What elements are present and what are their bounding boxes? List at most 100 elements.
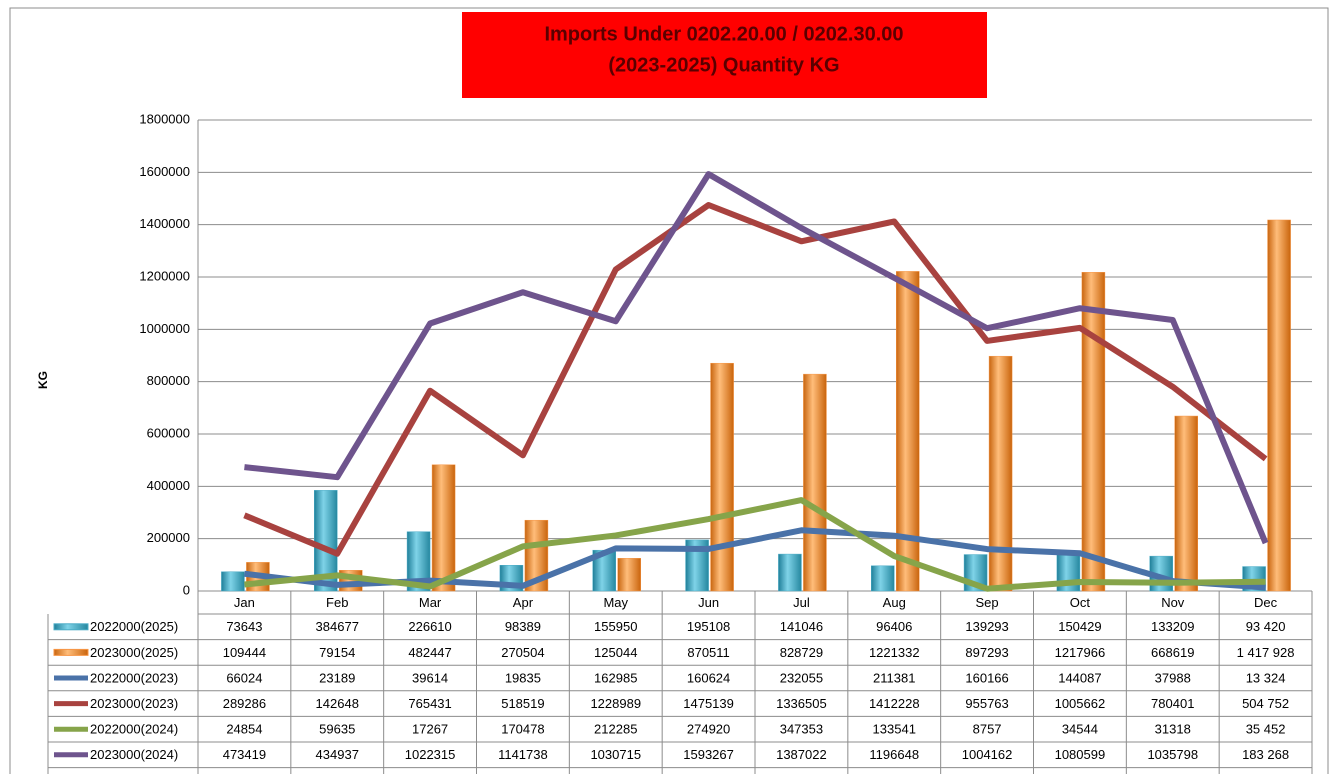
table-cell: 1221332	[869, 645, 920, 660]
table-cell: 162985	[594, 670, 637, 685]
y-tick-label: 800000	[147, 373, 190, 388]
table-cell: 37988	[1155, 670, 1191, 685]
table-cell: 8757	[973, 722, 1002, 737]
table-cell: 211381	[873, 670, 915, 685]
table-cell: 139293	[965, 619, 1008, 634]
table-cell: 1412228	[869, 696, 920, 711]
table-cell: 24854	[226, 722, 262, 737]
table-cell: 23189	[319, 670, 355, 685]
bar	[988, 355, 1013, 592]
table-cell: 31318	[1155, 722, 1191, 737]
x-tick-label: Sep	[976, 595, 999, 610]
x-tick-label: Jun	[698, 595, 719, 610]
table-cell: 780401	[1151, 696, 1194, 711]
table-cell: 144087	[1058, 670, 1101, 685]
table-cell: 828729	[780, 645, 823, 660]
bar	[871, 565, 895, 592]
table-cell: 1035798	[1147, 747, 1198, 762]
y-tick-label: 1400000	[139, 216, 190, 231]
y-tick-label: 1800000	[139, 111, 190, 126]
table-cell: 133541	[873, 722, 916, 737]
table-cell: 125044	[594, 645, 637, 660]
x-tick-label: Aug	[883, 595, 906, 610]
bar	[524, 519, 549, 592]
x-tick-label: Jan	[234, 595, 255, 610]
y-tick-label: 600000	[147, 425, 190, 440]
y-tick-label: 0	[183, 582, 190, 597]
bar	[431, 464, 456, 592]
x-tick-label: Apr	[513, 595, 534, 610]
bar	[710, 362, 734, 592]
table-cell: 434937	[316, 747, 359, 762]
bar	[314, 490, 338, 592]
table-cell: 1005662	[1055, 696, 1106, 711]
table-cell: 17267	[412, 722, 448, 737]
table-cell: 170478	[501, 722, 544, 737]
table-cell: 98389	[505, 619, 541, 634]
table-cell: 1336505	[776, 696, 827, 711]
table-cell: 1004162	[962, 747, 1013, 762]
table-cell: 79154	[319, 645, 355, 660]
table-cell: 1228989	[590, 696, 641, 711]
bar	[896, 271, 920, 592]
table-cell: 1022315	[405, 747, 456, 762]
table-cell: 274920	[687, 722, 730, 737]
bar	[406, 531, 431, 592]
x-tick-label: Feb	[326, 595, 348, 610]
table-cell: 473419	[223, 747, 266, 762]
table-cell: 504 752	[1242, 696, 1289, 711]
table-cell: 109444	[223, 645, 266, 660]
legend-label: 2023000(2025)	[90, 645, 178, 660]
table-cell: 1080599	[1055, 747, 1106, 762]
table-cell: 1387022	[776, 747, 827, 762]
table-cell: 1217966	[1055, 645, 1106, 660]
table-cell: 897293	[965, 645, 1008, 660]
table-cell: 133209	[1151, 619, 1194, 634]
bar	[1267, 219, 1291, 592]
table-cell: 518519	[501, 696, 544, 711]
table-cell: 93 420	[1246, 619, 1286, 634]
legend-label: 2022000(2023)	[90, 670, 178, 685]
table-cell: 66024	[226, 670, 262, 685]
table-cell: 19835	[505, 670, 541, 685]
table-cell: 73643	[226, 619, 262, 634]
table-cell: 232055	[780, 670, 823, 685]
bar	[778, 553, 802, 592]
legend-label: 2022000(2024)	[90, 722, 178, 737]
table-cell: 183 268	[1242, 747, 1289, 762]
legend-label: 2023000(2024)	[90, 747, 178, 762]
line-series	[243, 202, 1268, 557]
table-cell: 155950	[594, 619, 637, 634]
table-cell: 1196648	[869, 747, 919, 762]
legend-label: 2022000(2025)	[90, 619, 178, 634]
table-cell: 1141738	[498, 747, 548, 762]
table-cell: 34544	[1062, 722, 1098, 737]
title-box	[462, 12, 987, 98]
table-cell: 384677	[316, 619, 359, 634]
legend-key	[53, 648, 89, 656]
table-cell: 142648	[316, 696, 359, 711]
table-cell: 160624	[687, 670, 730, 685]
bar	[221, 571, 245, 592]
y-tick-label: 400000	[147, 478, 190, 493]
legend-key	[53, 623, 89, 631]
bar	[685, 539, 709, 592]
table-cell: 13 324	[1246, 670, 1286, 685]
table-cell: 160166	[965, 670, 1008, 685]
x-tick-label: Nov	[1161, 595, 1185, 610]
bar	[803, 373, 827, 592]
y-tick-label: 1200000	[139, 268, 190, 283]
table-cell: 195108	[687, 619, 730, 634]
bar	[1174, 415, 1198, 592]
table-cell: 765431	[408, 696, 451, 711]
legend-label: 2023000(2023)	[90, 696, 178, 711]
y-tick-label: 1000000	[139, 321, 190, 336]
table-cell: 870511	[687, 645, 729, 660]
y-axis-label: KG	[36, 371, 50, 389]
table-cell: 482447	[408, 645, 451, 660]
table-cell: 347353	[780, 722, 823, 737]
table-cell: 212285	[594, 722, 637, 737]
x-tick-label: Dec	[1254, 595, 1278, 610]
chart-frame	[9, 7, 1329, 774]
